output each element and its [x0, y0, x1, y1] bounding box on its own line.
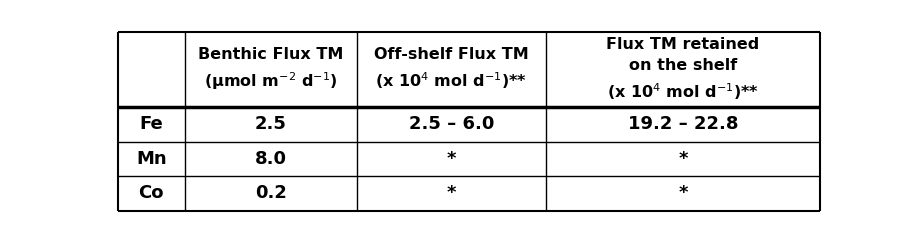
Text: *: * [678, 150, 688, 168]
Text: Benthic Flux TM
(μmol m$^{-2}$ d$^{-1}$): Benthic Flux TM (μmol m$^{-2}$ d$^{-1}$) [198, 47, 343, 92]
Text: Co: Co [138, 185, 164, 203]
Text: Off-shelf Flux TM
(x 10$^{4}$ mol d$^{-1}$)**: Off-shelf Flux TM (x 10$^{4}$ mol d$^{-1… [374, 47, 529, 91]
Text: *: * [447, 150, 457, 168]
Text: 0.2: 0.2 [254, 185, 286, 203]
Text: 8.0: 8.0 [254, 150, 286, 168]
Text: *: * [678, 185, 688, 203]
Text: Flux TM retained
on the shelf
(x 10$^{4}$ mol d$^{-1}$)**: Flux TM retained on the shelf (x 10$^{4}… [607, 37, 759, 102]
Text: 2.5: 2.5 [254, 115, 286, 133]
Text: Fe: Fe [139, 115, 163, 133]
Text: 2.5 – 6.0: 2.5 – 6.0 [409, 115, 494, 133]
Text: Mn: Mn [136, 150, 167, 168]
Text: 19.2 – 22.8: 19.2 – 22.8 [628, 115, 738, 133]
Text: *: * [447, 185, 457, 203]
